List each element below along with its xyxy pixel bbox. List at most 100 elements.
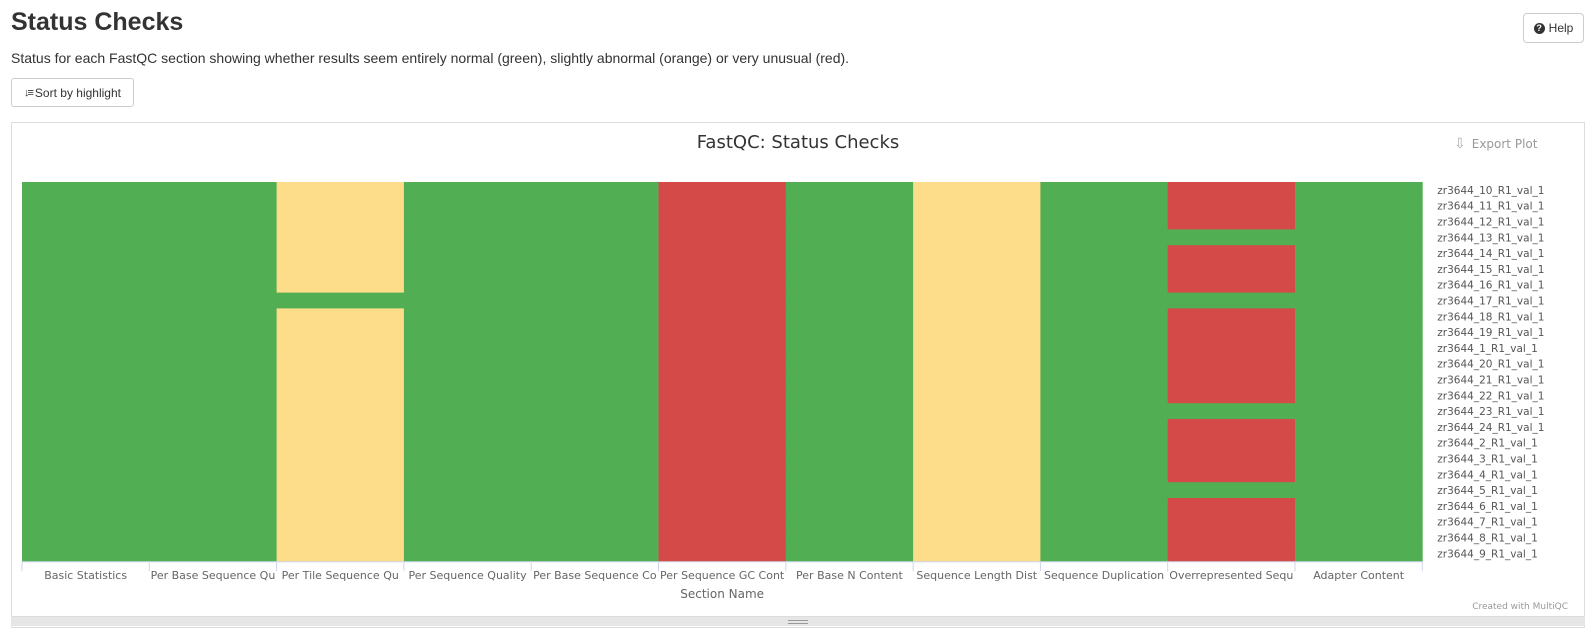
heatmap-cell: [276, 355, 405, 372]
heatmap-cell: [658, 419, 787, 436]
x-tick-label: Per Base Sequence Co: [533, 569, 657, 582]
x-tick-label: Sequence Duplication: [1044, 569, 1164, 582]
heatmap-cell: [913, 371, 1041, 388]
heatmap-cell: [785, 340, 914, 357]
heatmap-cell: [403, 213, 532, 230]
heatmap-cell: [22, 419, 150, 436]
heatmap-cell: [1040, 419, 1169, 436]
heatmap-cell: [531, 355, 659, 372]
heatmap-cell: [276, 513, 405, 530]
heatmap-cell: [913, 498, 1041, 515]
y-tick-label: zr3644_22_R1_val_1: [1437, 390, 1544, 402]
heatmap-cell: [276, 529, 405, 546]
heatmap-cell: [658, 529, 787, 546]
status-heatmap: Basic Statistics Per Base Sequence Qu Per …: [21, 182, 1544, 601]
y-tick-label: zr3644_15_R1_val_1: [1437, 264, 1544, 276]
heatmap-cell: [276, 498, 405, 515]
heatmap-cell: [149, 545, 277, 562]
heatmap-cell: [276, 545, 405, 562]
y-tick-label: zr3644_16_R1_val_1: [1437, 280, 1544, 292]
heatmap-cell: [531, 482, 659, 499]
heatmap-cell: [531, 371, 659, 388]
heatmap-cell: [22, 213, 150, 230]
heatmap-cell: [149, 245, 277, 262]
plot-resize-handle[interactable]: [11, 616, 1585, 626]
sort-by-highlight-button[interactable]: ↓≡ Sort by highlight: [11, 78, 134, 107]
heatmap-cell: [658, 450, 787, 467]
heatmap-cell: [1040, 197, 1169, 214]
heatmap-cell: [1295, 482, 1423, 499]
export-plot-button[interactable]: ⇩ Export Plot: [1454, 136, 1537, 152]
y-tick-label: zr3644_20_R1_val_1: [1437, 359, 1544, 371]
heatmap-cell: [785, 529, 914, 546]
export-plot-label: Export Plot: [1471, 137, 1538, 151]
heatmap-cell: [913, 450, 1041, 467]
heatmap-cell: [276, 450, 405, 467]
y-tick-label: zr3644_4_R1_val_1: [1437, 469, 1537, 481]
heatmap-cell: [785, 261, 914, 278]
heatmap-cell: [785, 403, 914, 420]
y-tick-label: zr3644_2_R1_val_1: [1437, 438, 1537, 450]
heatmap-cell: [1167, 245, 1296, 262]
sort-icon: ↓≡: [24, 86, 34, 99]
heatmap-cell: [531, 450, 659, 467]
heatmap-cell: [1295, 387, 1423, 404]
heatmap-cell: [276, 229, 405, 246]
heatmap-cell: [1295, 308, 1423, 325]
heatmap-cell: [785, 498, 914, 515]
sort-button-label: Sort by highlight: [34, 85, 121, 100]
y-tick-label: zr3644_7_R1_val_1: [1437, 517, 1537, 529]
heatmap-cell: [913, 182, 1041, 199]
x-tick-label: Overrepresented Sequ: [1169, 569, 1293, 582]
x-tick-label: Per Tile Sequence Qu: [282, 569, 399, 582]
x-tick-label: Per Base Sequence Qu: [151, 569, 276, 582]
heatmap-cell: [403, 197, 532, 214]
heatmap-cell: [785, 482, 914, 499]
heatmap-cell: [276, 182, 405, 199]
heatmap-cell: [913, 434, 1041, 451]
heatmap-cell: [1167, 229, 1296, 246]
heatmap-cell: [1295, 466, 1423, 483]
heatmap-cell: [22, 197, 150, 214]
heatmap-cell: [1167, 513, 1296, 530]
heatmap-cell: [1167, 182, 1296, 199]
heatmap-cell: [403, 371, 532, 388]
heatmap-cell: [149, 182, 277, 199]
heatmap-cell: [531, 213, 659, 230]
heatmap-cell: [1167, 403, 1296, 420]
heatmap-cell: [658, 482, 787, 499]
heatmap-cell: [785, 213, 914, 230]
heatmap-cell: [276, 419, 405, 436]
heatmap-cell: [1040, 513, 1169, 530]
y-tick-label: zr3644_17_R1_val_1: [1437, 296, 1544, 308]
heatmap-cell: [149, 529, 277, 546]
heatmap-cell: [22, 498, 150, 515]
x-tick-label: Per Sequence GC Cont: [660, 569, 785, 582]
heatmap-cell: [149, 387, 277, 404]
help-button[interactable]: ? Help: [1523, 13, 1584, 43]
y-tick-label: zr3644_8_R1_val_1: [1437, 533, 1537, 545]
x-tick-label: Adapter Content: [1313, 569, 1405, 582]
heatmap-cell: [1167, 466, 1296, 483]
heatmap-cell: [1295, 324, 1423, 341]
heatmap-cell: [1295, 276, 1423, 293]
heatmap-cell: [1167, 355, 1296, 372]
heatmap-cell: [149, 261, 277, 278]
heatmap-cell: [22, 434, 150, 451]
heatmap-cell: [22, 403, 150, 420]
heatmap-cell: [276, 245, 405, 262]
heatmap-cell: [1040, 213, 1169, 230]
heatmap-cell: [1167, 261, 1296, 278]
heatmap-cell: [913, 197, 1041, 214]
y-tick-label: zr3644_1_R1_val_1: [1437, 343, 1537, 355]
y-tick-label: zr3644_24_R1_val_1: [1437, 422, 1544, 434]
heatmap-cell: [658, 261, 787, 278]
heatmap-cell: [1040, 482, 1169, 499]
x-tick-label: Sequence Length Dist: [916, 569, 1037, 582]
heatmap-cell: [1040, 529, 1169, 546]
heatmap-cell: [403, 276, 532, 293]
heatmap-cell: [149, 197, 277, 214]
heatmap-cell: [403, 324, 532, 341]
heatmap-cell: [1040, 292, 1169, 309]
y-tick-label: zr3644_13_R1_val_1: [1437, 232, 1544, 244]
